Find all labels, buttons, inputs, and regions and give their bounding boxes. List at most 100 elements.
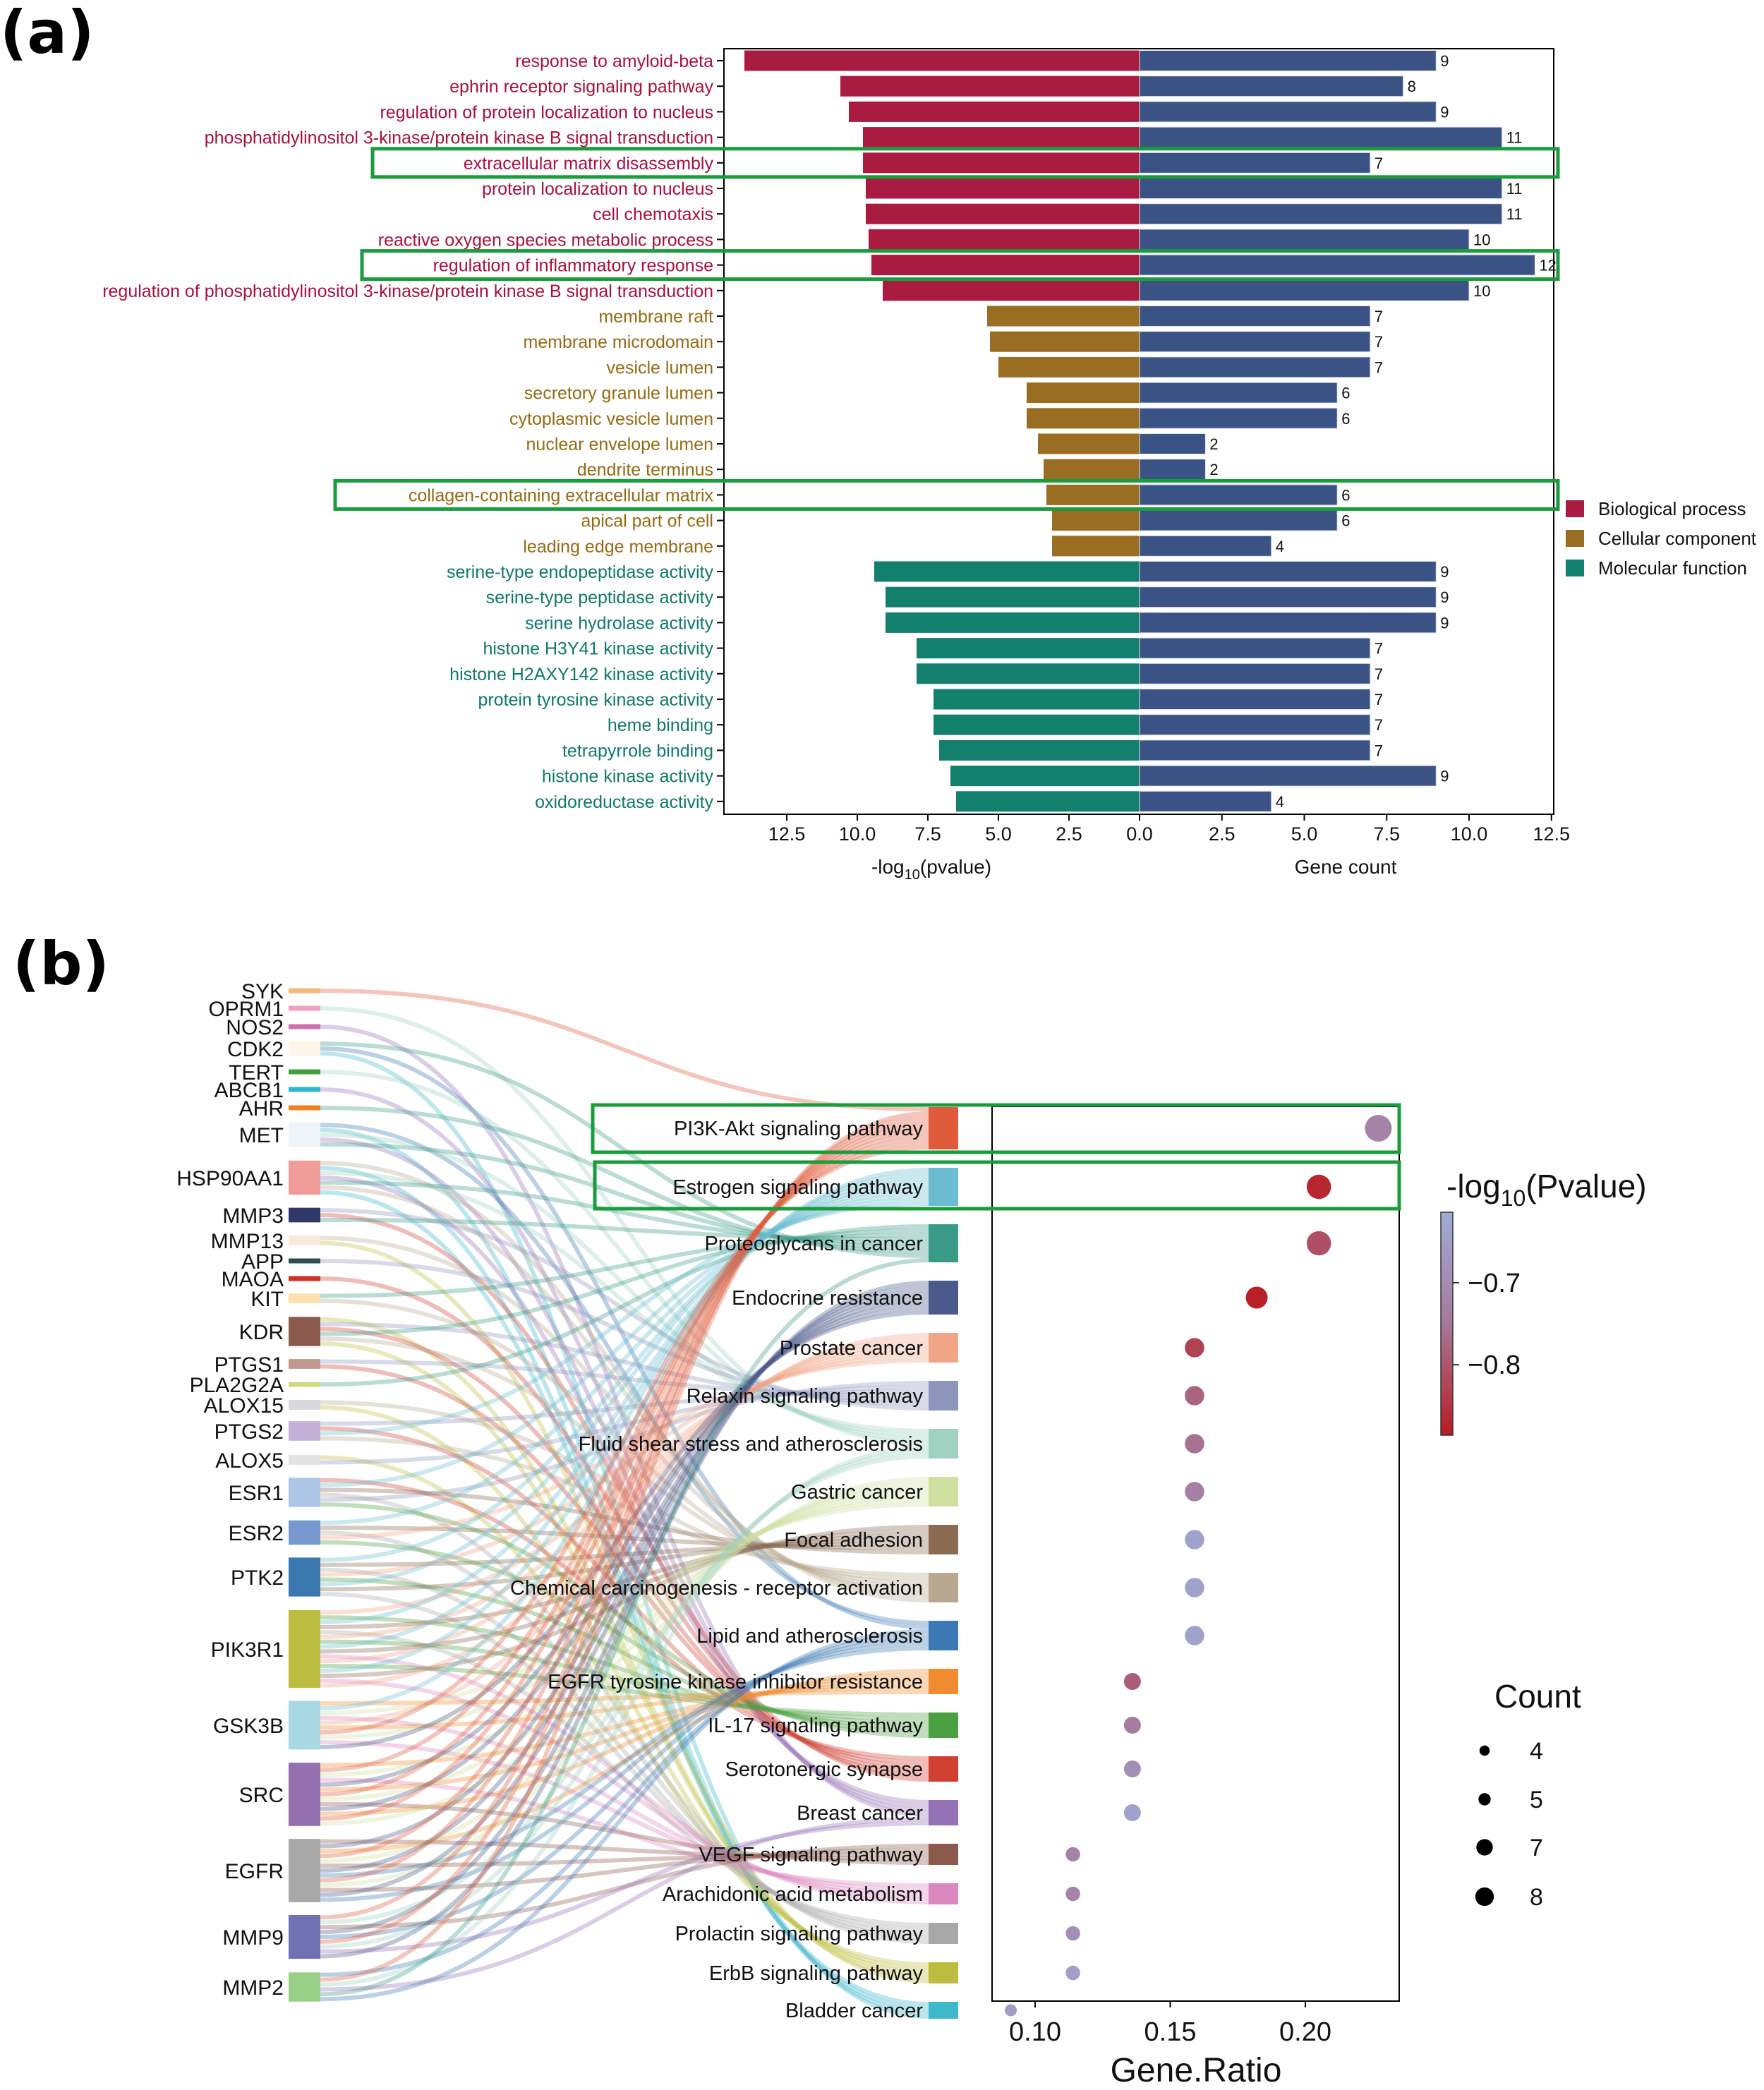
category-label: serine-type peptidase activity [486, 588, 714, 608]
pathway-node [929, 1107, 958, 1149]
category-label: cell chemotaxis [593, 205, 713, 224]
sankey-link [320, 1592, 929, 1931]
sankey-link [320, 1341, 929, 1664]
pvalue-bar [934, 689, 1140, 710]
gene-label: ALOX5 [215, 1449, 284, 1473]
gene-node [289, 1041, 320, 1056]
gene-label: APP [241, 1250, 284, 1274]
gene-node [289, 1359, 320, 1369]
sankey-link [320, 1690, 929, 1705]
title-part: (Pvalue) [1526, 1168, 1646, 1204]
gene-count-label: 7 [1375, 308, 1383, 325]
gene-count-bar [1139, 306, 1371, 327]
size-legend-dot [1476, 1839, 1493, 1856]
pathway-node [929, 1281, 958, 1315]
gene-node [289, 1317, 320, 1346]
gene-label: SYK [241, 980, 284, 1003]
size-legend-label: 4 [1530, 1738, 1543, 1765]
gene-count-label: 2 [1209, 461, 1218, 478]
gene-node [289, 1236, 320, 1245]
gene-node [289, 1455, 320, 1465]
sankey-link [320, 1208, 929, 1411]
gene-count-bar [1139, 765, 1437, 787]
sankey-link [320, 1529, 929, 1654]
sankey-link [320, 1633, 929, 1977]
legend-label: Cellular component [1598, 528, 1757, 549]
gene-label: ESR1 [229, 1482, 284, 1505]
title-part: -log [1446, 1168, 1501, 1204]
sankey-link [320, 1176, 929, 1804]
axis-title-subscript: 10 [905, 867, 920, 883]
sankey-link [320, 1533, 929, 1629]
sankey-link [320, 1289, 929, 1897]
x-tick-label: 10.0 [839, 823, 876, 845]
pvalue-bar [1038, 433, 1140, 454]
x-axis-title: Gene.Ratio [1111, 2052, 1282, 2089]
sankey-link [320, 1646, 929, 1878]
x-tick-label: 5.0 [985, 823, 1012, 845]
category-label: protein tyrosine kinase activity [478, 690, 714, 710]
x-tick-label: 0.15 [1144, 2017, 1197, 2047]
pathway-label: Focal adhesion [784, 1529, 923, 1552]
sankey-link [320, 1120, 929, 1920]
x-tick-label: 0.0 [1126, 823, 1153, 845]
dot [1123, 1717, 1141, 1734]
gene-count-label: 7 [1375, 665, 1383, 683]
pathway-label: Prostate cancer [780, 1337, 923, 1360]
panel-label-b: (b) [13, 929, 109, 998]
gene-node [289, 1382, 320, 1387]
sankey-link [320, 1228, 929, 1336]
sankey-link [320, 1839, 929, 1861]
sankey-link [320, 1538, 929, 1592]
gene-label: EGFR [225, 1860, 284, 1883]
pathway-label: Estrogen signaling pathway [672, 1176, 923, 1199]
gene-node [289, 1069, 320, 1075]
pvalue-bar [849, 101, 1140, 122]
sankey-link [320, 1285, 929, 1935]
gene-node [289, 1839, 320, 1902]
gene-node [289, 1400, 320, 1410]
dot [1123, 1673, 1141, 1690]
gene-label: PTK2 [231, 1566, 284, 1590]
x-axis-title-left: -log10(pvalue) [871, 856, 991, 883]
pvalue-bar [1027, 408, 1140, 429]
sankey-link [320, 1615, 929, 1725]
pathway-node [929, 1429, 958, 1458]
gene-label: HSP90AA1 [176, 1167, 284, 1190]
category-label: histone H2AXY142 kinase activity [449, 665, 713, 684]
sankey-link [320, 1128, 929, 2015]
gene-count-bar [1139, 433, 1206, 454]
pathway-label: EGFR tyrosine kinase inhibitor resistanc… [548, 1671, 923, 1693]
sankey-link [320, 1567, 929, 1935]
pathway-label: Serotonergic synapse [725, 1758, 924, 1781]
pvalue-bar [840, 75, 1140, 97]
pvalue-bar [1046, 484, 1140, 505]
category-label: histone H3Y41 kinase activity [483, 639, 713, 659]
legend-swatch [1566, 560, 1584, 576]
sankey-link [320, 1070, 929, 1442]
pathway-node [929, 1883, 958, 1904]
size-legend-dot [1475, 1887, 1494, 1907]
gene-count-label: 9 [1440, 103, 1449, 121]
pathway-label: Breast cancer [797, 1802, 923, 1825]
sankey-link [320, 1006, 929, 1446]
sankey-link [320, 1502, 929, 1715]
category-label: regulation of phosphatidylinositol 3-kin… [102, 282, 713, 301]
gene-count-label: 4 [1276, 538, 1284, 555]
category-label: tetrapyrrole binding [562, 741, 713, 761]
sankey-link [320, 1141, 929, 1772]
gene-count-bar [1139, 279, 1470, 301]
sankey-link [320, 1341, 929, 1975]
sankey-link [320, 1477, 929, 1887]
pathway-node [929, 1168, 958, 1206]
gene-label: ESR2 [229, 1522, 284, 1545]
pathway-label: Lipid and atherosclerosis [696, 1625, 923, 1648]
sankey-link [320, 1358, 929, 1540]
gene-label: TERT [229, 1061, 284, 1085]
gene-count-bar [1139, 407, 1338, 429]
gene-count-label: 11 [1506, 180, 1523, 198]
x-tick-label: 7.5 [1373, 823, 1400, 845]
sankey-link [320, 1577, 929, 1729]
sankey-link [320, 1455, 929, 1967]
gene-count-label: 9 [1440, 768, 1449, 785]
